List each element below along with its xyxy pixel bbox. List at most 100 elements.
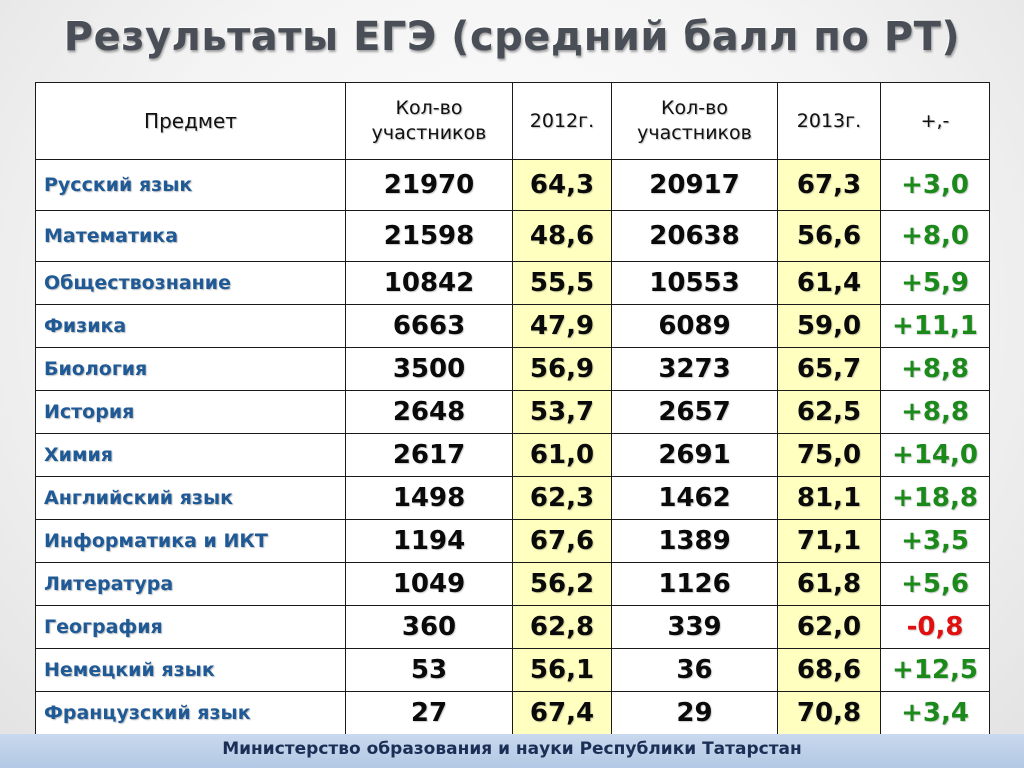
header-score-2012: 2012г.	[512, 82, 612, 160]
footer-text: Министерство образования и науки Республ…	[222, 739, 802, 759]
table-row: Английский язык 1498 62,3 1462 81,1 +18,8	[35, 476, 990, 520]
cell-diff: +14,0	[880, 433, 990, 477]
cell-score-2012: 48,6	[512, 210, 612, 262]
table-row: Немецкий язык 53 56,1 36 68,6 +12,5	[35, 648, 990, 692]
cell-subject: Обществознание	[35, 261, 346, 305]
cell-score-2013: 65,7	[777, 347, 881, 391]
cell-subject: Немецкий язык	[35, 648, 346, 692]
table-row: Физика 6663 47,9 6089 59,0 +11,1	[35, 304, 990, 348]
header-count-2013: Кол-во участников	[611, 82, 778, 160]
cell-count-2013: 2691	[611, 433, 778, 477]
cell-count-2012: 1498	[345, 476, 513, 520]
cell-subject: Французский язык	[35, 691, 346, 735]
cell-score-2012: 56,2	[512, 562, 612, 606]
cell-count-2013: 36	[611, 648, 778, 692]
cell-score-2012: 56,1	[512, 648, 612, 692]
cell-score-2013: 70,8	[777, 691, 881, 735]
cell-diff: +12,5	[880, 648, 990, 692]
table-header-row: Предмет Кол-во участников 2012г. Кол-во …	[35, 82, 990, 160]
cell-count-2013: 2657	[611, 390, 778, 434]
cell-score-2013: 71,1	[777, 519, 881, 563]
cell-count-2012: 2648	[345, 390, 513, 434]
cell-score-2013: 68,6	[777, 648, 881, 692]
header-diff: +,-	[880, 82, 990, 160]
cell-diff: +8,0	[880, 210, 990, 262]
cell-diff: +11,1	[880, 304, 990, 348]
cell-diff: +8,8	[880, 390, 990, 434]
cell-subject: Русский язык	[35, 159, 346, 211]
cell-score-2012: 55,5	[512, 261, 612, 305]
cell-count-2012: 10842	[345, 261, 513, 305]
cell-score-2013: 56,6	[777, 210, 881, 262]
cell-subject: Физика	[35, 304, 346, 348]
cell-subject: Химия	[35, 433, 346, 477]
cell-subject: География	[35, 605, 346, 649]
footer-bar: Министерство образования и науки Республ…	[0, 734, 1024, 768]
cell-count-2013: 20638	[611, 210, 778, 262]
header-count-2012: Кол-во участников	[345, 82, 513, 160]
cell-count-2012: 1194	[345, 519, 513, 563]
cell-count-2013: 1126	[611, 562, 778, 606]
cell-score-2013: 61,8	[777, 562, 881, 606]
cell-subject: Английский язык	[35, 476, 346, 520]
table-row: История 2648 53,7 2657 62,5 +8,8	[35, 390, 990, 434]
table-row: Химия 2617 61,0 2691 75,0 +14,0	[35, 433, 990, 477]
table-row: Информатика и ИКТ 1194 67,6 1389 71,1 +3,5	[35, 519, 990, 563]
cell-score-2013: 59,0	[777, 304, 881, 348]
cell-count-2013: 29	[611, 691, 778, 735]
slide-title: Результаты ЕГЭ (средний балл по РТ)	[63, 14, 961, 60]
results-table: Предмет Кол-во участников 2012г. Кол-во …	[35, 82, 990, 735]
cell-diff: +8,8	[880, 347, 990, 391]
table-row: Математика 21598 48,6 20638 56,6 +8,0	[35, 210, 990, 262]
cell-score-2013: 75,0	[777, 433, 881, 477]
cell-count-2012: 6663	[345, 304, 513, 348]
cell-diff: +18,8	[880, 476, 990, 520]
cell-count-2013: 3273	[611, 347, 778, 391]
cell-score-2012: 62,8	[512, 605, 612, 649]
header-score-2013: 2013г.	[777, 82, 881, 160]
cell-score-2012: 64,3	[512, 159, 612, 211]
cell-count-2012: 53	[345, 648, 513, 692]
cell-score-2012: 53,7	[512, 390, 612, 434]
cell-score-2013: 62,0	[777, 605, 881, 649]
cell-count-2012: 2617	[345, 433, 513, 477]
cell-score-2013: 61,4	[777, 261, 881, 305]
cell-score-2012: 67,6	[512, 519, 612, 563]
table-row: Русский язык 21970 64,3 20917 67,3 +3,0	[35, 159, 990, 211]
cell-count-2012: 21598	[345, 210, 513, 262]
cell-diff: +3,5	[880, 519, 990, 563]
cell-count-2013: 20917	[611, 159, 778, 211]
cell-count-2012: 1049	[345, 562, 513, 606]
header-subject: Предмет	[35, 82, 346, 160]
cell-diff: +3,4	[880, 691, 990, 735]
table-row: Биология 3500 56,9 3273 65,7 +8,8	[35, 347, 990, 391]
cell-subject: История	[35, 390, 346, 434]
cell-subject: Биология	[35, 347, 346, 391]
cell-count-2012: 3500	[345, 347, 513, 391]
table-row: География 360 62,8 339 62,0 -0,8	[35, 605, 990, 649]
table-row: Обществознание 10842 55,5 10553 61,4 +5,9	[35, 261, 990, 305]
cell-count-2013: 6089	[611, 304, 778, 348]
cell-diff: +5,6	[880, 562, 990, 606]
cell-score-2012: 61,0	[512, 433, 612, 477]
cell-count-2013: 1389	[611, 519, 778, 563]
cell-score-2013: 62,5	[777, 390, 881, 434]
cell-count-2012: 360	[345, 605, 513, 649]
cell-score-2012: 62,3	[512, 476, 612, 520]
cell-diff: -0,8	[880, 605, 990, 649]
cell-score-2013: 81,1	[777, 476, 881, 520]
cell-count-2012: 27	[345, 691, 513, 735]
cell-subject: Математика	[35, 210, 346, 262]
cell-diff: +3,0	[880, 159, 990, 211]
cell-count-2012: 21970	[345, 159, 513, 211]
cell-score-2012: 67,4	[512, 691, 612, 735]
cell-count-2013: 10553	[611, 261, 778, 305]
cell-subject: Литература	[35, 562, 346, 606]
cell-score-2013: 67,3	[777, 159, 881, 211]
cell-score-2012: 47,9	[512, 304, 612, 348]
cell-count-2013: 1462	[611, 476, 778, 520]
cell-count-2013: 339	[611, 605, 778, 649]
table-row: Литература 1049 56,2 1126 61,8 +5,6	[35, 562, 990, 606]
cell-score-2012: 56,9	[512, 347, 612, 391]
table-row: Французский язык 27 67,4 29 70,8 +3,4	[35, 691, 990, 735]
